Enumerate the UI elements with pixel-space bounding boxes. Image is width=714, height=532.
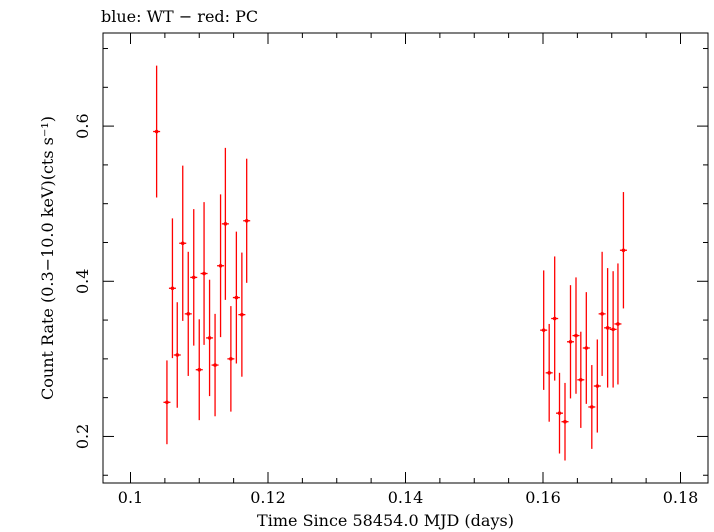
data-point	[190, 209, 198, 346]
point-marker	[207, 336, 212, 340]
data-point	[173, 302, 181, 408]
y-tick-label: 0.6	[73, 113, 92, 138]
chart-title: blue: WT − red: PC	[101, 7, 258, 26]
point-marker	[563, 419, 567, 424]
point-marker	[590, 405, 594, 409]
point-marker	[600, 312, 604, 316]
data-point	[168, 218, 176, 359]
data-point	[561, 382, 569, 461]
point-marker	[611, 327, 615, 332]
data-point	[221, 147, 229, 300]
data-point	[540, 270, 548, 390]
point-marker	[547, 371, 551, 375]
data-point	[195, 319, 203, 421]
data-point	[614, 263, 622, 385]
point-marker	[616, 322, 620, 326]
y-tick-label: 0.2	[73, 424, 92, 449]
point-marker	[154, 129, 159, 134]
point-marker	[621, 248, 626, 253]
point-marker	[170, 286, 175, 291]
point-marker	[213, 363, 217, 367]
data-point	[593, 339, 601, 433]
point-marker	[552, 316, 557, 321]
data-point	[551, 256, 559, 381]
point-marker	[218, 263, 223, 268]
data-marks	[153, 65, 627, 461]
point-marker	[180, 241, 185, 246]
data-point	[184, 251, 192, 376]
data-point	[217, 194, 225, 338]
data-point	[609, 271, 617, 388]
data-point	[232, 231, 240, 364]
data-point	[556, 372, 563, 454]
point-marker	[165, 400, 169, 405]
x-axis-label: Time Since 58454.0 MJD (days)	[257, 511, 514, 530]
data-point	[588, 365, 596, 449]
point-marker	[240, 312, 244, 317]
data-point	[153, 65, 161, 198]
data-point	[619, 192, 627, 309]
point-marker	[186, 312, 191, 316]
x-tick-label: 0.12	[250, 488, 286, 507]
data-point	[206, 279, 214, 397]
y-axis-label: Count Rate (0.3−10.0 keV)(cts s⁻¹)	[38, 116, 57, 400]
data-point	[238, 252, 246, 377]
point-marker	[584, 346, 589, 350]
axes: 0.1 0.12 0.14 0.16 0.18 0.2 0.4 0.6	[73, 33, 708, 507]
point-marker	[568, 339, 573, 344]
point-marker	[557, 411, 562, 415]
data-point	[567, 285, 574, 399]
data-point	[243, 158, 251, 283]
y-tick-label: 0.4	[73, 269, 92, 294]
point-marker	[234, 295, 239, 300]
point-marker	[541, 328, 546, 332]
point-marker	[197, 367, 202, 372]
data-point	[582, 292, 590, 404]
point-marker	[579, 378, 583, 382]
point-marker	[191, 275, 196, 280]
data-point	[598, 251, 606, 376]
data-point	[179, 165, 187, 321]
point-marker	[605, 326, 610, 330]
x-tick-label: 0.14	[388, 488, 424, 507]
x-tick-label: 0.1	[118, 488, 143, 507]
point-marker	[229, 357, 233, 361]
point-marker	[175, 353, 180, 357]
point-marker	[223, 222, 228, 226]
data-point	[211, 313, 219, 417]
data-point	[200, 202, 208, 345]
data-point	[227, 306, 235, 412]
data-point	[604, 268, 612, 388]
point-marker	[574, 333, 578, 338]
data-point	[572, 277, 580, 394]
data-point	[545, 323, 553, 422]
point-marker	[202, 271, 206, 276]
point-marker	[244, 218, 249, 223]
data-point	[577, 331, 585, 428]
x-tick-label: 0.18	[663, 488, 699, 507]
data-point	[163, 360, 171, 445]
point-marker	[595, 384, 600, 388]
x-tick-label: 0.16	[525, 488, 561, 507]
